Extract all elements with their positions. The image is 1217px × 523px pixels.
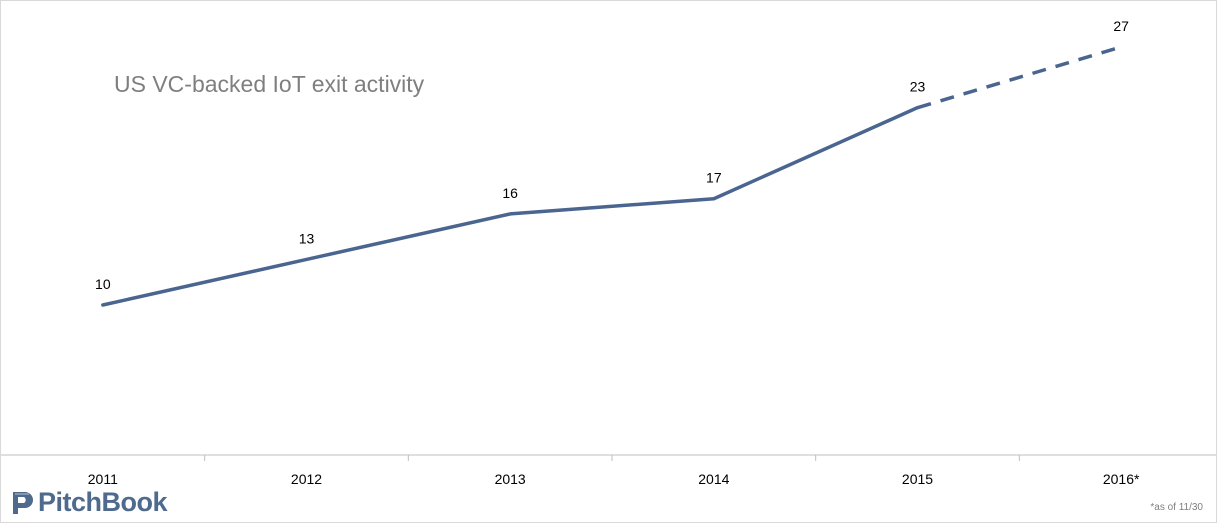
data-label: 13 <box>299 230 315 246</box>
data-label: 10 <box>95 276 111 292</box>
data-label: 17 <box>706 170 722 186</box>
pitchbook-mark-icon <box>13 491 33 514</box>
data-label: 23 <box>910 79 926 95</box>
x-tick-label: 2014 <box>698 471 729 487</box>
brand-name: PitchBook <box>38 487 168 517</box>
data-label: 27 <box>1113 18 1129 34</box>
x-tick-label: 2012 <box>291 471 322 487</box>
data-label: 16 <box>502 185 518 201</box>
pitchbook-logo: PitchBook <box>9 487 168 518</box>
x-tick-label: 2016* <box>1103 471 1140 487</box>
chart-title: US VC-backed IoT exit activity <box>114 71 425 97</box>
series-line <box>101 105 920 307</box>
x-tick-label: 2011 <box>88 471 118 487</box>
series-line-projected <box>917 45 1122 110</box>
x-tick-label: 2013 <box>495 471 526 487</box>
x-tick-label: 2015 <box>902 471 933 487</box>
footnote: *as of 11/30 <box>1150 502 1203 513</box>
